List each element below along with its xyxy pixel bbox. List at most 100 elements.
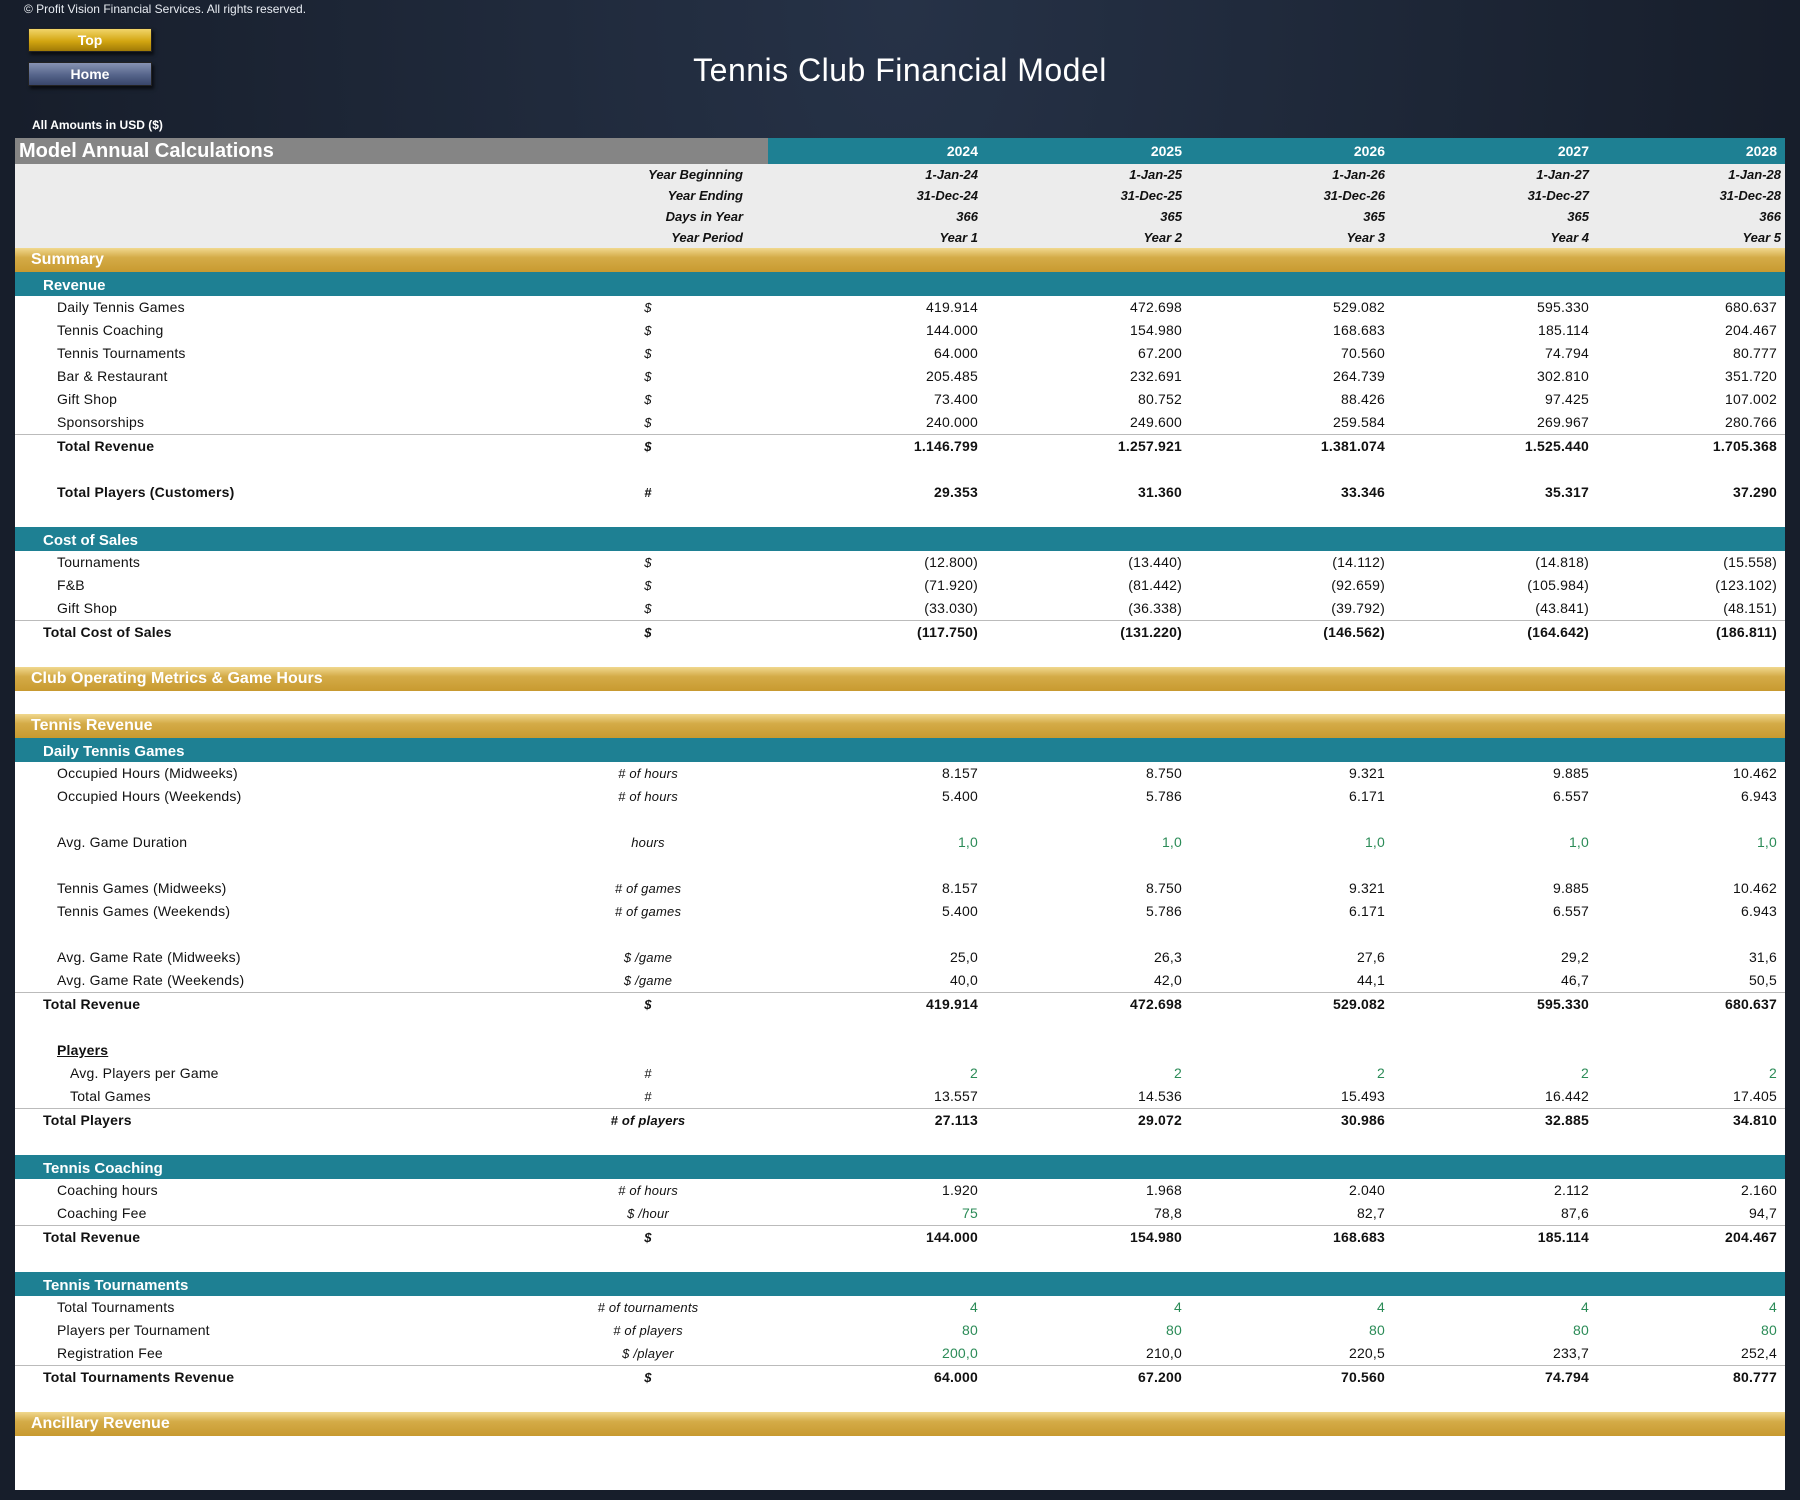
row-label: Tournaments [57, 554, 141, 570]
meta-value: Year 2 [1143, 230, 1182, 245]
cell-value: (131.220) [1120, 624, 1182, 640]
cell-value: (164.642) [1527, 624, 1589, 640]
players-heading: Players [57, 1042, 109, 1058]
cell-value: 73.400 [933, 391, 978, 407]
meta-value: Year 1 [939, 230, 978, 245]
meta-value: Year 3 [1346, 230, 1385, 245]
input-value: 1,0 [957, 834, 978, 850]
cell-value: 37.290 [1732, 484, 1777, 500]
row-label: Occupied Hours (Weekends) [57, 788, 242, 804]
cell-value: 70.560 [1340, 1369, 1385, 1385]
table-title: Model Annual Calculations [15, 138, 768, 164]
cell-value: 595.330 [1536, 299, 1589, 315]
cell-value: 154.980 [1129, 1229, 1182, 1245]
row-label: Total Cost of Sales [43, 624, 172, 640]
table-row: Avg. Players per Game # 2 2 2 2 2 [15, 1062, 1785, 1085]
cell-value: (14.112) [1332, 554, 1385, 570]
row-label: Total Tournaments [57, 1299, 175, 1315]
cell-value: 264.739 [1332, 368, 1385, 384]
row-unit: # of players [613, 1323, 683, 1338]
cell-value: 5.400 [941, 788, 978, 804]
meta-value: 1-Jan-24 [925, 167, 978, 182]
meta-label: Year Period [671, 230, 743, 245]
cell-value: 302.810 [1536, 368, 1589, 384]
input-value: 2 [1581, 1065, 1589, 1081]
row-label: Avg. Game Rate (Weekends) [57, 972, 245, 988]
cell-value: 10.462 [1732, 765, 1777, 781]
meta-value: 365 [1567, 209, 1589, 224]
table-row: Tennis Games (Midweeks) # of games 8.157… [15, 877, 1785, 900]
input-value: 2 [1174, 1065, 1182, 1081]
table-row: Registration Fee $ /player 200,0 210,0 2… [15, 1342, 1785, 1365]
cell-value: 6.171 [1348, 788, 1385, 804]
cell-value: (146.562) [1323, 624, 1385, 640]
total-row: Total Tournaments Revenue $ 64.000 67.20… [15, 1365, 1785, 1389]
table-row: Sponsorships $ 240.000 249.600 259.584 2… [15, 411, 1785, 434]
cell-value: 529.082 [1332, 996, 1385, 1012]
year-header-row: Model Annual Calculations 2024 2025 2026… [15, 138, 1785, 164]
cell-value: 94,7 [1748, 1205, 1777, 1221]
cell-value: (14.818) [1535, 554, 1589, 570]
cell-value: 27,6 [1356, 949, 1385, 965]
subsection-tennis-tournaments: Tennis Tournaments [15, 1272, 1785, 1296]
table-row: Tournaments $ (12.800) (13.440) (14.112)… [15, 551, 1785, 574]
players-heading-row: Players [15, 1039, 1785, 1062]
cell-value: 240.000 [925, 414, 978, 430]
year-col-2: 2025 [1150, 143, 1182, 159]
cell-value: 1.381.074 [1320, 438, 1385, 454]
cell-value: 210,0 [1145, 1345, 1182, 1361]
cell-value: 6.943 [1740, 788, 1777, 804]
cell-value: 680.637 [1724, 996, 1777, 1012]
cell-value: 680.637 [1724, 299, 1777, 315]
input-value: 200,0 [941, 1345, 978, 1361]
meta-row-year-ending: Year Ending 31-Dec-24 31-Dec-25 31-Dec-2… [15, 185, 1785, 206]
cell-value: 29.353 [933, 484, 978, 500]
cell-value: (92.659) [1331, 577, 1385, 593]
input-value: 2 [1769, 1065, 1777, 1081]
table-row: Tennis Tournaments $ 64.000 67.200 70.56… [15, 342, 1785, 365]
meta-value: Year 4 [1550, 230, 1589, 245]
cell-value: 2.040 [1348, 1182, 1385, 1198]
row-label: Total Revenue [43, 996, 141, 1012]
row-unit: # of games [614, 881, 682, 896]
cell-value: 185.114 [1537, 1229, 1589, 1245]
row-unit: # of players [610, 1113, 686, 1128]
cell-value: 15.493 [1340, 1088, 1385, 1104]
cell-value: (39.792) [1331, 600, 1385, 616]
cell-value: (81.442) [1128, 577, 1182, 593]
home-button[interactable]: Home [28, 62, 152, 86]
cell-value: 29.072 [1137, 1112, 1182, 1128]
cell-value: 8.750 [1145, 765, 1182, 781]
cell-value: 252,4 [1740, 1345, 1777, 1361]
top-button[interactable]: Top [28, 28, 152, 52]
total-row: Total Players (Customers) # 29.353 31.36… [15, 481, 1785, 504]
cell-value: 6.943 [1740, 903, 1777, 919]
cell-value: 6.557 [1552, 788, 1589, 804]
cell-value: 80.777 [1732, 345, 1777, 361]
cell-value: 1.525.440 [1524, 438, 1589, 454]
row-label: Registration Fee [57, 1345, 163, 1361]
row-unit: $ [644, 601, 652, 616]
meta-value: 31-Dec-28 [1719, 188, 1781, 203]
section-club-operating-metrics: Club Operating Metrics & Game Hours [15, 667, 1785, 691]
cell-value: 595.330 [1536, 996, 1589, 1012]
row-label: Coaching hours [57, 1182, 158, 1198]
cell-value: 185.114 [1538, 322, 1589, 338]
table-row: Daily Tennis Games $ 419.914 472.698 529… [15, 296, 1785, 319]
section-tennis-revenue: Tennis Revenue [15, 714, 1785, 738]
cell-value: 5.400 [941, 903, 978, 919]
table-row: F&B $ (71.920) (81.442) (92.659) (105.98… [15, 574, 1785, 597]
meta-value: 1-Jan-27 [1536, 167, 1589, 182]
cell-value: 9.885 [1552, 880, 1589, 896]
cell-value: 64.000 [933, 345, 978, 361]
section-summary: Summary [15, 248, 1785, 272]
row-unit: $ [644, 346, 652, 361]
table-row: Coaching Fee $ /hour 75 78,8 82,7 87,6 9… [15, 1202, 1785, 1225]
cell-value: (13.440) [1128, 554, 1182, 570]
row-label: Avg. Game Rate (Midweeks) [57, 949, 241, 965]
cell-value: 40,0 [949, 972, 978, 988]
row-label: Gift Shop [57, 391, 118, 407]
row-label: Total Players (Customers) [57, 484, 235, 500]
cell-value: (123.102) [1715, 577, 1777, 593]
